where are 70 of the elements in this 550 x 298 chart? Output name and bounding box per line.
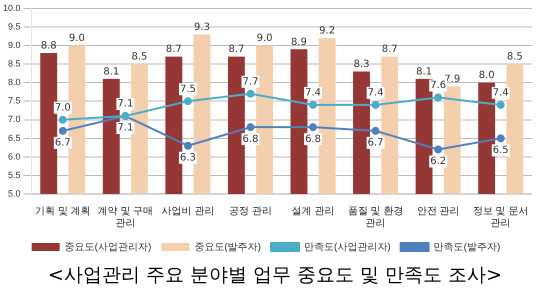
x-tick-label: 안전 관리 xyxy=(416,206,460,217)
point xyxy=(309,100,318,109)
data-label: 7.4 xyxy=(368,88,384,99)
data-label: 8.8 xyxy=(40,40,57,52)
data-label: 7.4 xyxy=(305,88,321,99)
y-tick-label: 7.0 xyxy=(8,114,21,124)
data-label: 8.7 xyxy=(382,44,398,56)
point xyxy=(434,93,442,102)
point xyxy=(184,142,192,150)
data-label: 7.4 xyxy=(492,88,509,99)
data-label: 7.1 xyxy=(117,122,134,134)
y-tick-label: 5.5 xyxy=(8,170,21,180)
data-label: 8.7 xyxy=(166,44,182,56)
point xyxy=(58,116,67,124)
data-label: 9.3 xyxy=(194,22,210,33)
point xyxy=(372,126,380,135)
data-label: 6.7 xyxy=(368,137,384,148)
y-tick-label: 9.0 xyxy=(8,40,21,50)
point xyxy=(246,123,254,132)
x-tick-label: 사업비 관리 xyxy=(162,206,214,217)
data-label: 6.3 xyxy=(180,152,196,164)
data-label: 8.1 xyxy=(416,66,432,78)
data-label: 8.0 xyxy=(478,70,495,82)
x-tick-label: 기획 및 계획 xyxy=(35,206,91,217)
data-label: 9.2 xyxy=(319,26,336,37)
point xyxy=(246,90,254,98)
data-label: 7.9 xyxy=(444,74,460,85)
legend-label: 만족도(발주자) xyxy=(434,242,500,253)
y-tick-label: 6.0 xyxy=(8,151,21,162)
text: <사업관리 주요 분야별 업무 중요도 및 만족도 조사> xyxy=(46,263,504,288)
legend-label: 중요도(사업관리자) xyxy=(64,242,152,253)
data-label: 8.5 xyxy=(506,52,523,63)
y-tick-label: 8.0 xyxy=(8,77,21,88)
x-tick-label: 정보 및 문서 관리 xyxy=(472,206,528,229)
data-label: 7.0 xyxy=(54,102,71,114)
y-tick-label: 9.5 xyxy=(8,21,21,32)
legend-label: 중요도(발주자) xyxy=(194,242,262,253)
point xyxy=(496,100,505,109)
y-tick-label: 8.5 xyxy=(8,58,21,69)
data-label: 8.3 xyxy=(354,59,370,70)
data-label: 7.1 xyxy=(117,98,134,110)
x-tick-label: 공정 관리 xyxy=(229,206,272,217)
data-label: 6.8 xyxy=(242,134,258,145)
y-tick-label: 10.0 xyxy=(2,2,21,13)
point xyxy=(372,100,380,109)
data-label: 6.5 xyxy=(492,144,509,156)
point xyxy=(434,145,442,154)
y-tick-label: 5.0 xyxy=(8,188,21,198)
data-label: 8.9 xyxy=(291,36,307,48)
x-tick-label: 품질 및 환경 관리 xyxy=(348,206,404,229)
data-label: 8.7 xyxy=(228,44,244,56)
point xyxy=(58,126,67,135)
x-tick-label: 설계 관리 xyxy=(292,206,334,217)
point xyxy=(496,134,505,142)
x-tick-label: 계약 및 구매 관리 xyxy=(98,206,154,229)
point xyxy=(309,123,318,132)
data-label: 8.5 xyxy=(131,52,148,63)
data-label: 8.1 xyxy=(103,66,120,78)
data-label: 6.2 xyxy=(430,156,446,168)
legend-label: 만족도(사업관리자) xyxy=(304,242,391,253)
data-label: 6.7 xyxy=(54,137,71,148)
data-label: 7.7 xyxy=(242,76,258,88)
data-label: 9.0 xyxy=(256,33,273,44)
data-label: 7.5 xyxy=(180,84,196,95)
data-label: 6.8 xyxy=(305,134,321,145)
data-label: 7.6 xyxy=(430,80,446,92)
y-tick-label: 7.5 xyxy=(8,96,21,106)
y-tick-label: 6.5 xyxy=(8,132,21,143)
data-label: 9.0 xyxy=(68,33,85,44)
point xyxy=(184,97,192,106)
